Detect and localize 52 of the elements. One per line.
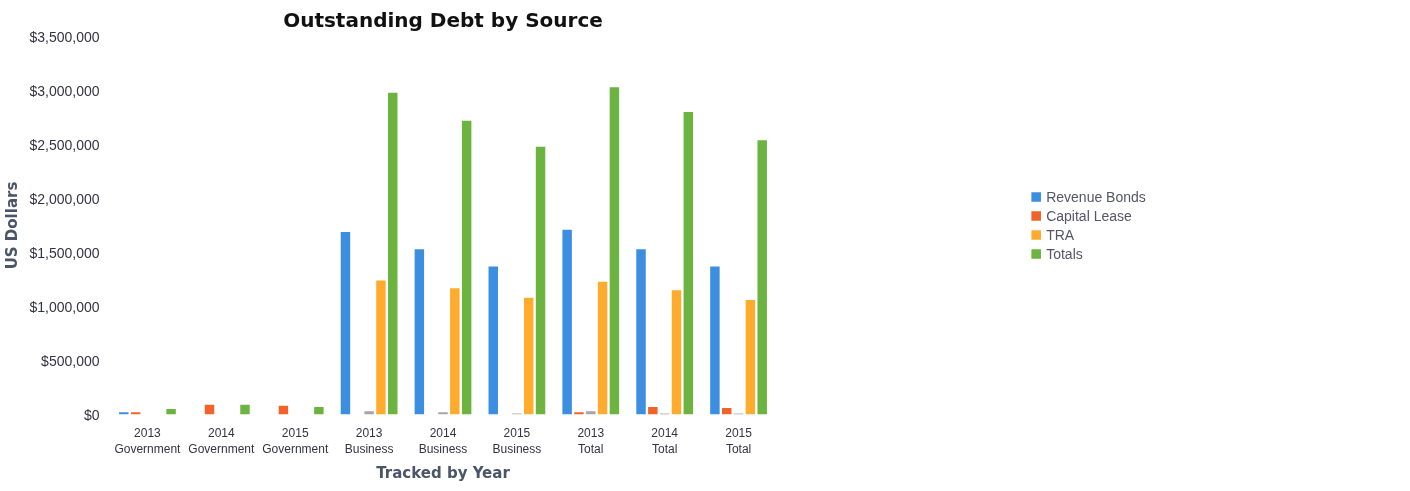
bar bbox=[314, 406, 324, 415]
bar bbox=[438, 412, 448, 415]
bar bbox=[609, 87, 620, 415]
x-tick-label: 2014 Government bbox=[188, 425, 256, 457]
x-tick-label: 2013 Government bbox=[114, 425, 182, 457]
bar bbox=[671, 290, 682, 415]
y-tick-label: $1,500,000 bbox=[29, 244, 100, 261]
bar bbox=[597, 281, 608, 415]
bar bbox=[414, 249, 425, 415]
y-axis-title: US Dollars bbox=[3, 181, 22, 270]
bar bbox=[535, 146, 546, 415]
y-tick-label: $1,000,000 bbox=[29, 298, 100, 315]
bar bbox=[636, 249, 646, 415]
bar bbox=[130, 412, 141, 415]
bar bbox=[710, 266, 720, 415]
bar bbox=[683, 112, 694, 415]
bar bbox=[388, 92, 398, 415]
x-tick-label: 2015 Business bbox=[492, 425, 542, 457]
y-tick-label: $3,500,000 bbox=[29, 28, 100, 45]
x-tick-label: 2013 Total bbox=[577, 425, 605, 457]
y-tick-label: $500,000 bbox=[41, 352, 100, 369]
bar bbox=[461, 120, 472, 415]
x-tick-label: 2015 Government bbox=[262, 425, 329, 457]
bar bbox=[586, 411, 596, 415]
x-tick-label: 2014 Total bbox=[651, 425, 679, 457]
x-tick-label: 2015 Total bbox=[725, 425, 753, 457]
bar bbox=[376, 280, 386, 415]
bar bbox=[648, 406, 658, 415]
chart-title: Outstanding Debt by Source bbox=[283, 7, 603, 32]
bar bbox=[488, 266, 498, 415]
bar bbox=[119, 412, 129, 415]
bar bbox=[450, 288, 460, 415]
legend-label: Capital Lease bbox=[1046, 207, 1132, 224]
y-tick-label: $2,500,000 bbox=[29, 136, 100, 153]
bar bbox=[166, 409, 176, 415]
bar bbox=[523, 297, 534, 415]
bar bbox=[757, 140, 767, 415]
bar bbox=[240, 404, 250, 415]
x-axis-title: Tracked by Year bbox=[376, 464, 511, 483]
x-tick-label: 2013 Business bbox=[344, 425, 394, 457]
y-tick-label: $0 bbox=[83, 406, 100, 423]
bar bbox=[562, 229, 572, 415]
y-tick-label: $2,000,000 bbox=[29, 190, 100, 207]
bar bbox=[340, 231, 351, 415]
x-tick-label: 2014 Business bbox=[418, 425, 468, 457]
legend-label: Revenue Bonds bbox=[1046, 188, 1146, 205]
bar bbox=[745, 300, 756, 415]
bar bbox=[364, 411, 374, 415]
legend-label: Totals bbox=[1046, 245, 1083, 262]
legend-label: TRA bbox=[1046, 226, 1075, 243]
y-tick-label: $3,000,000 bbox=[29, 82, 100, 99]
bar bbox=[574, 412, 584, 415]
